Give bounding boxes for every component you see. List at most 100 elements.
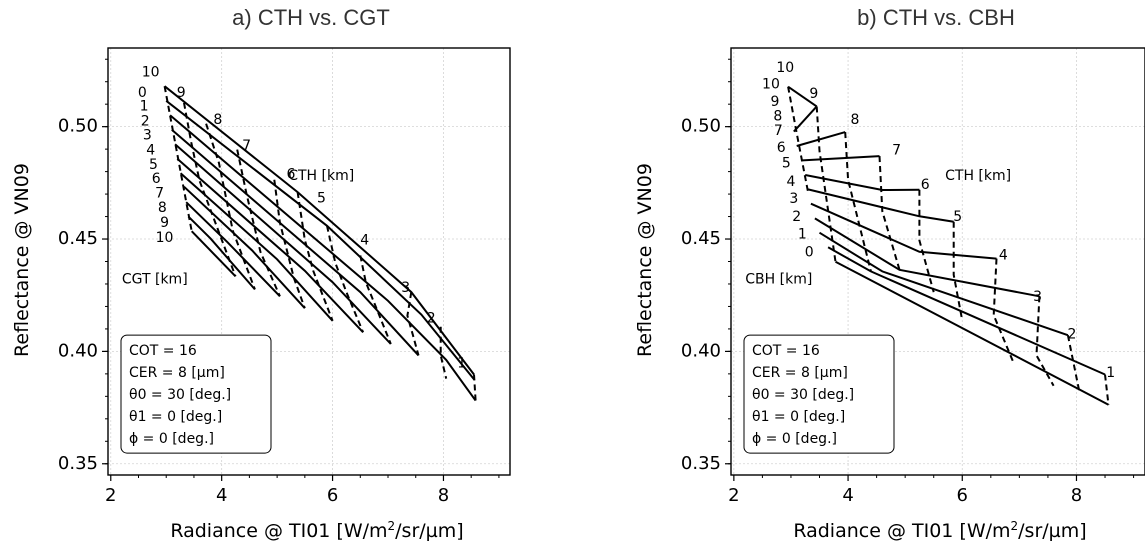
panel-a-note-line: θ1 = 0 [deg.] <box>129 409 222 425</box>
panel-a-point-label: 2 <box>141 113 150 129</box>
panel-b-annotation: CBH [km] <box>745 271 812 287</box>
panel-a-x-tick-label: 8 <box>438 485 449 506</box>
panel-b-note-line: CER = 8 [µm] <box>752 365 848 381</box>
panel-a-point-label: 3 <box>401 280 410 296</box>
panel-b-dashed-line-4 <box>992 258 1015 364</box>
panel-a-point-label: 8 <box>213 112 222 128</box>
panel-a-note-line: θ0 = 30 [deg.] <box>129 387 231 403</box>
panel-b-solid-line-5 <box>807 188 954 223</box>
panel-b-point-label: 7 <box>892 142 901 158</box>
panel-a-point-label: 0 <box>138 85 147 101</box>
panel-a-annotation: CGT [km] <box>122 271 188 287</box>
panel-b-point-label: 5 <box>953 209 962 225</box>
panel-a-y-tick-label: 0.45 <box>58 228 98 249</box>
panel-b-annotation: CTH [km] <box>945 168 1011 184</box>
panel-b-dashed-line-10 <box>787 86 810 193</box>
panel-b: b) CTH vs. CBH Radiance @ TI01 [W/m2/sr/… <box>634 5 1145 542</box>
panel-b-y-tick-label: 0.40 <box>681 340 721 361</box>
panel-b-point-label: 5 <box>782 156 791 172</box>
panel-a-solid-line-2 <box>169 114 477 402</box>
panel-b-point-label: 6 <box>921 177 930 193</box>
panel-b-point-label: 8 <box>773 108 782 124</box>
panel-a-solid-line-7 <box>183 185 306 309</box>
panel-b-dashed-line-6 <box>918 189 935 293</box>
panel-b-solid-line-8 <box>796 131 846 147</box>
panel-a-x-tick-label: 4 <box>216 485 227 506</box>
panel-b-solid-line-6 <box>805 174 920 192</box>
panel-a-point-label: 9 <box>160 215 169 231</box>
panel-b-point-label: 9 <box>771 94 780 110</box>
panel-a-note-line: CER = 8 [µm] <box>129 365 225 381</box>
panel-a-title: a) CTH vs. CGT <box>232 5 390 30</box>
panel-a-point-label: 2 <box>427 311 436 327</box>
panel-a-point-label: 9 <box>177 85 186 101</box>
panel-b-note-line: ϕ = 0 [deg.] <box>752 431 837 447</box>
panel-a-y-tick-label: 0.35 <box>58 453 98 474</box>
panel-b-point-label: 9 <box>809 86 818 102</box>
panel-b-solid-line-7 <box>802 155 880 162</box>
panel-a-point-label: 4 <box>360 233 369 249</box>
panel-b-point-label: 6 <box>777 140 786 156</box>
panel-a-solid-line-5 <box>176 158 364 333</box>
panel-a-point-label: 5 <box>317 191 326 207</box>
panel-a-solid-line-9 <box>187 215 256 291</box>
panel-a-point-label: 8 <box>158 200 167 216</box>
panel-a-dashed-line-6 <box>273 179 306 309</box>
panel-a-dashed-line-9 <box>183 102 237 277</box>
panel-b-x-tick-label: 4 <box>842 485 853 506</box>
panel-a-solid-line-10 <box>190 230 237 277</box>
panel-b-x-tick-label: 6 <box>957 485 968 506</box>
panel-b-y-tick-label: 0.50 <box>681 116 721 137</box>
panel-b-point-label: 1 <box>798 227 807 243</box>
panel-b-solid-line-10 <box>787 85 818 108</box>
panel-a-solid-line-0 <box>163 85 475 376</box>
panel-b-solid-line-3 <box>814 217 1040 298</box>
panel-a-point-label: 5 <box>149 157 158 173</box>
panel-a-point-label: 10 <box>142 65 160 81</box>
panel-a-dashed-line-1 <box>439 326 448 379</box>
panel-b-dashed-line-7 <box>878 156 901 271</box>
panel-b-point-label: 8 <box>850 112 859 128</box>
panel-b-note-line: COT = 16 <box>752 343 820 359</box>
panel-a-solid-line-1 <box>165 100 476 381</box>
panel-b-solid-line-4 <box>810 202 997 260</box>
panel-a-xlabel: Radiance @ TI01 [W/m2/sr/µm] <box>170 519 463 542</box>
panel-b-point-label: 4 <box>786 174 795 190</box>
panel-b-dashed-line-3 <box>1035 296 1055 387</box>
panel-a-solid-line-4 <box>174 143 392 345</box>
panel-b-point-label: 2 <box>792 209 801 225</box>
panel-b-solid-line-2 <box>818 231 1069 337</box>
panel-a-dashed-line-0 <box>473 374 477 401</box>
panel-a-point-label: 1 <box>140 99 149 115</box>
panel-a-point-label: 4 <box>146 142 155 158</box>
panel-b-notes-box <box>743 334 895 454</box>
panel-a-dashed-line-8 <box>205 123 256 290</box>
panel-a-note-line: ϕ = 0 [deg.] <box>129 431 214 447</box>
panel-a-point-label: 7 <box>242 138 251 154</box>
panel-a-dashed-line-7 <box>236 149 281 297</box>
panel-a-dashed-line-10 <box>163 86 193 232</box>
panel-a-ylabel: Reflectance @ VN09 <box>11 163 33 357</box>
panel-a-notes-box <box>120 334 272 454</box>
panel-b-solid-line-0 <box>835 260 1109 406</box>
panel-a-point-label: 3 <box>143 128 152 144</box>
panel-b-lines <box>787 85 1110 406</box>
panel-b-dashed-line-1 <box>1104 374 1110 405</box>
panel-b-y-tick-label: 0.45 <box>681 228 721 249</box>
panel-a-point-label: 7 <box>155 186 164 202</box>
panel-a-dashed-line-4 <box>326 225 365 333</box>
panel-a-point-label: 10 <box>156 230 174 246</box>
panel-a-lines <box>163 85 477 402</box>
panel-b-note-line: θ1 = 0 [deg.] <box>752 409 845 425</box>
panel-a-x-tick-label: 6 <box>327 485 338 506</box>
panel-b-dashed-line-9 <box>815 106 837 262</box>
panel-b-point-label: 4 <box>999 248 1008 264</box>
panel-a-x-tick-label: 2 <box>105 485 116 506</box>
panel-a-solid-line-6 <box>179 172 334 322</box>
panel-b-point-label: 3 <box>1033 289 1042 305</box>
panel-a-note-line: COT = 16 <box>129 343 197 359</box>
panel-b-point-label: 0 <box>805 244 814 260</box>
panel-b-ylabel: Reflectance @ VN09 <box>634 163 656 357</box>
panel-b-point-label: 7 <box>774 123 783 139</box>
